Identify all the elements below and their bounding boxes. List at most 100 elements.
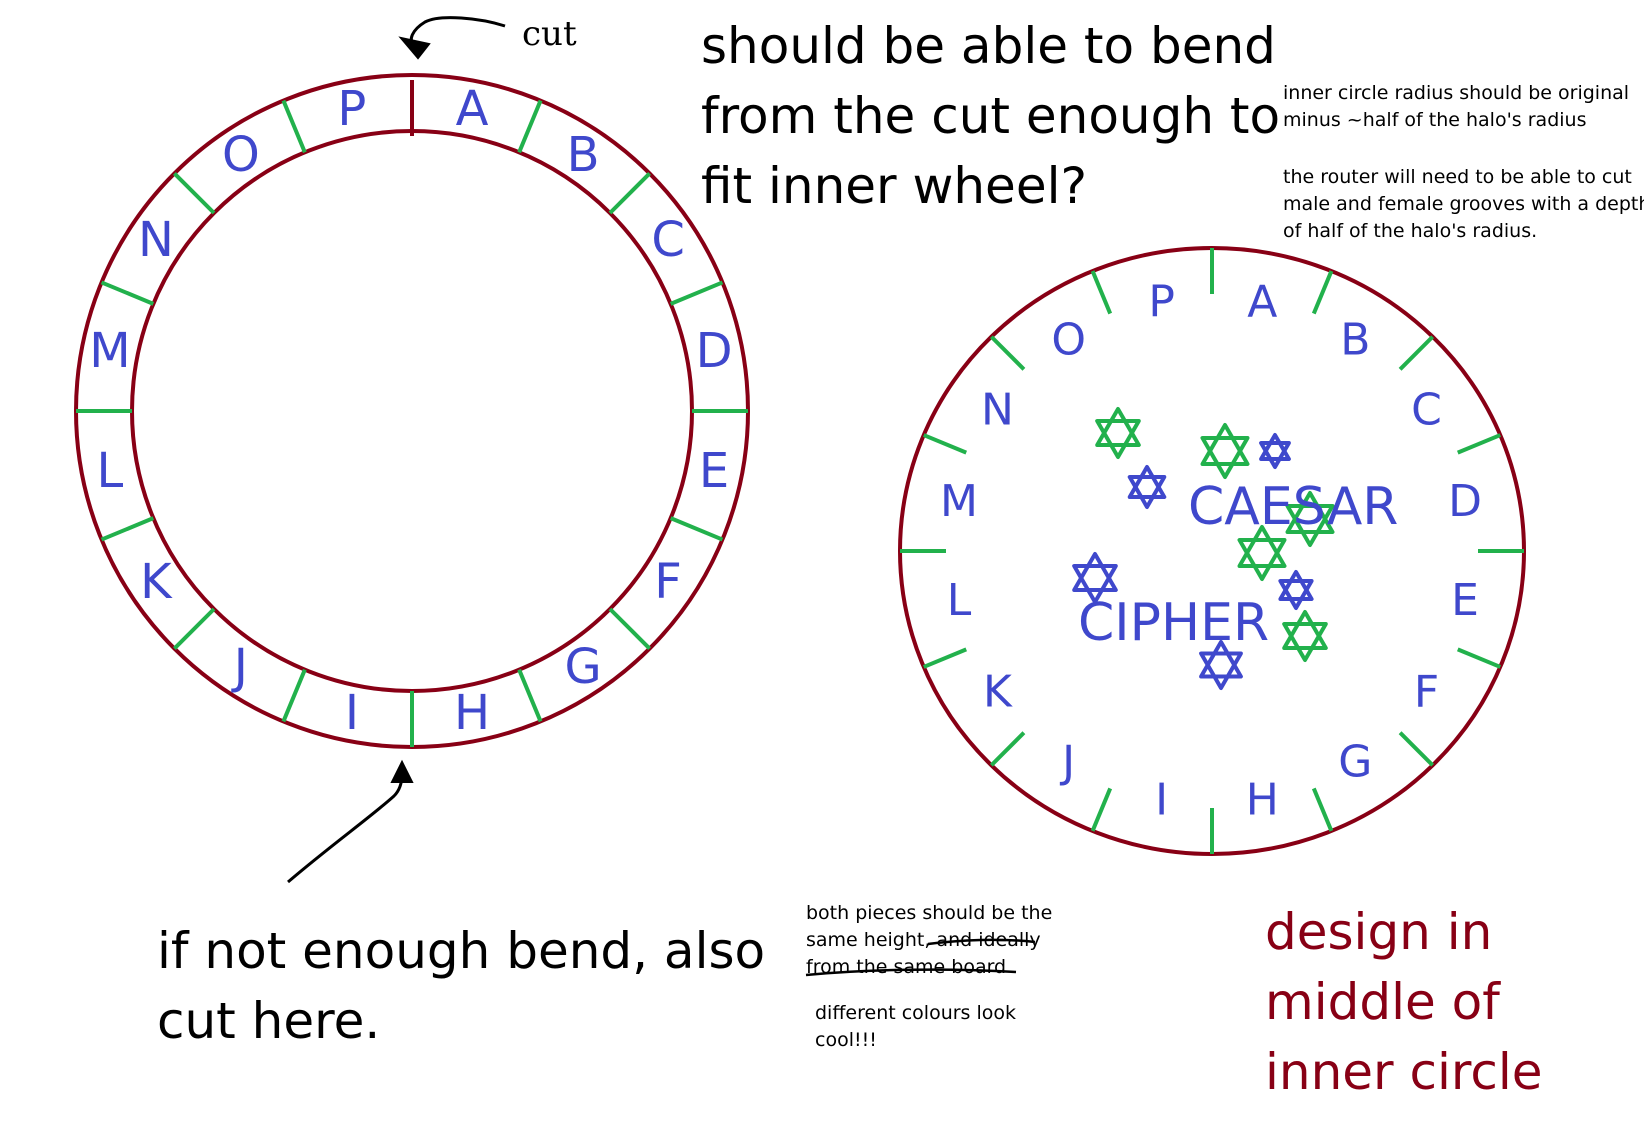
strikethrough-scribble-2 <box>805 968 1017 977</box>
halo-tick <box>669 516 724 542</box>
halo-letter-n: N <box>138 212 174 268</box>
router-note-line-2: male and female grooves with a depth <box>1283 193 1644 215</box>
halo-letter-p: P <box>337 81 366 137</box>
halo-tick <box>669 280 724 306</box>
halo-letter-d: D <box>696 323 733 379</box>
inner-wheel-letter-i: I <box>1155 775 1168 826</box>
height-note-line-3: from the same board <box>806 956 1007 978</box>
halo-letter-c: C <box>651 212 685 268</box>
halo-tick <box>608 171 652 215</box>
inner-wheel-tick <box>922 647 968 669</box>
outer-halo: A BCD EFG H I J KL MNO P <box>74 73 750 749</box>
halo-letter-o: O <box>222 127 260 183</box>
height-note-line-2-struck: and ideally <box>936 929 1041 951</box>
inner-wheel-tick <box>1456 433 1502 455</box>
design-note-line-3: inner circle <box>1265 1043 1543 1101</box>
blue-star-icon <box>1127 465 1167 509</box>
inner-wheel-tick <box>1311 270 1334 315</box>
design-note-line-2: middle of <box>1265 973 1500 1031</box>
halo-tick <box>172 607 216 651</box>
green-star-icon <box>1200 423 1250 479</box>
halo-tick <box>172 171 216 215</box>
inner-wheel-letter-l: L <box>947 575 972 626</box>
halo-tick <box>517 99 543 154</box>
inner-wheel-stars <box>1072 407 1335 690</box>
inner-wheel-tick <box>989 335 1026 371</box>
halo-letter-m: M <box>89 323 130 379</box>
inner-wheel-letter-p: P <box>1148 276 1175 327</box>
inner-wheel-letter-f: F <box>1414 667 1439 718</box>
height-note-line-2: same height, and ideally <box>806 927 1052 954</box>
cut-label: cut <box>522 14 577 54</box>
inner-wheel-letter-d: D <box>1448 476 1482 527</box>
green-star-icon <box>1282 610 1328 662</box>
design-note-line-1: design in <box>1265 903 1493 961</box>
bottom-cut-line-2: cut here. <box>157 992 381 1050</box>
radius-note: inner circle radius should be original m… <box>1283 80 1629 134</box>
halo-letter-e: E <box>699 443 729 499</box>
height-note-line-1: both pieces should be the <box>806 902 1053 924</box>
halo-letter-i: I <box>345 685 359 741</box>
halo-letters: A BCD EFG H I J KL MNO P <box>89 81 732 741</box>
halo-tick <box>281 99 307 154</box>
inner-word-caesar: CAESAR <box>1188 477 1398 537</box>
inner-wheel-letter-g: G <box>1338 737 1372 788</box>
blue-star-icon <box>1259 433 1291 469</box>
cut-arrow-top-stem <box>409 16 506 48</box>
inner-wheel-letter-m: M <box>940 476 978 527</box>
halo-tick <box>517 668 543 723</box>
halo-ticks <box>76 99 748 747</box>
halo-letter-l: L <box>97 443 124 499</box>
cut-arrow-top-head <box>398 36 431 60</box>
inner-wheel-tick <box>1398 335 1435 371</box>
strikethrough-scribble-1 <box>927 938 1036 946</box>
bend-question-line-2: from the cut enough to <box>701 87 1281 145</box>
router-note-line-3: of half of the halo's radius. <box>1283 220 1538 242</box>
green-star-icon <box>1095 407 1141 459</box>
inner-wheel-letter-b: B <box>1340 314 1370 365</box>
halo-tick <box>100 516 155 542</box>
halo-inner-circle <box>130 129 694 693</box>
halo-letter-k: K <box>140 554 173 610</box>
inner-wheel-letter-a: A <box>1247 276 1277 327</box>
blue-star-icon <box>1199 640 1243 690</box>
height-note-line-2-plain: same height, <box>806 929 937 951</box>
bend-question-line-1: should be able to bend <box>701 17 1276 75</box>
router-note: the router will need to be able to cut m… <box>1283 164 1644 245</box>
cut-arrow-top <box>398 16 506 60</box>
inner-wheel-letter-c: C <box>1411 384 1442 435</box>
inner-wheel-letter-j: J <box>1059 737 1075 788</box>
cut-arrow-bottom <box>287 759 414 884</box>
halo-letter-a: A <box>456 81 489 137</box>
inner-wheel-tick <box>1090 787 1113 832</box>
halo-tick <box>281 668 307 723</box>
green-star-icon <box>1237 525 1287 581</box>
inner-wheel-tick <box>1398 731 1435 767</box>
inner-wheel-tick <box>1090 270 1113 315</box>
bend-question-line-3: fit inner wheel? <box>701 157 1088 215</box>
bend-question: should be able to bend from the cut enou… <box>701 11 1280 221</box>
blue-star-icon <box>1278 570 1314 610</box>
blue-star-icon <box>1072 552 1118 604</box>
inner-wheel-tick <box>989 731 1026 767</box>
inner-word-cipher: CIPHER <box>1078 593 1269 653</box>
inner-wheel-letter-n: N <box>981 384 1014 435</box>
inner-wheel-letter-e: E <box>1451 575 1479 626</box>
halo-letter-f: F <box>654 554 682 610</box>
inner-wheel-letter-o: O <box>1051 314 1086 365</box>
halo-letter-j: J <box>231 639 248 695</box>
inner-wheel-ticks <box>900 248 1524 854</box>
radius-note-line-1: inner circle radius should be original <box>1283 82 1630 104</box>
radius-note-line-2: minus ~half of the halo's radius <box>1283 109 1587 131</box>
halo-letter-b: B <box>567 127 600 183</box>
cut-arrow-bottom-stem <box>287 773 404 884</box>
inner-wheel-tick <box>1311 787 1334 832</box>
inner-wheel-tick <box>922 433 968 455</box>
colours-note-line-2: cool!!! <box>815 1029 877 1051</box>
halo-letter-g: G <box>565 639 602 695</box>
colours-note: different colours look cool!!! <box>815 1000 1016 1054</box>
height-note: both pieces should be the same height, a… <box>806 900 1052 981</box>
